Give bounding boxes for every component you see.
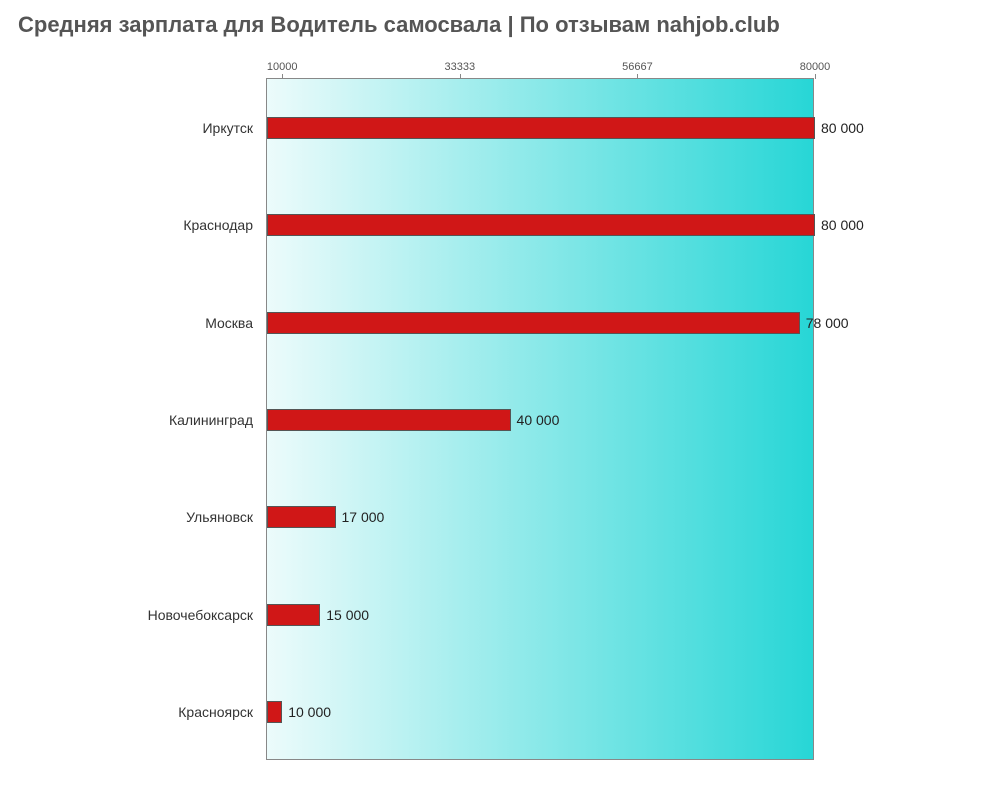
value-label: 10 000 [288, 704, 331, 720]
bar [267, 117, 815, 139]
chart-container: 10000 33333 56667 80000 Иркутск 80 000 Краснод… [0, 50, 1000, 770]
category-label: Иркутск [202, 120, 253, 136]
x-tick-mark [637, 74, 638, 79]
category-label: Краснодар [183, 217, 253, 233]
category-label: Новочебоксарск [148, 607, 253, 623]
x-tick-label: 56667 [622, 61, 653, 73]
bar [267, 604, 320, 626]
chart-title: Средняя зарплата для Водитель самосвала … [0, 0, 1000, 38]
x-tick-mark [460, 74, 461, 79]
bar [267, 312, 800, 334]
value-label: 40 000 [517, 412, 560, 428]
bar [267, 701, 282, 723]
bar [267, 214, 815, 236]
value-label: 80 000 [821, 217, 864, 233]
x-tick-label: 10000 [267, 61, 298, 73]
category-label: Москва [205, 315, 253, 331]
x-tick-mark [815, 74, 816, 79]
plot-area: 10000333335666780000Иркутск80 000Краснод… [266, 78, 814, 760]
category-label: Ульяновск [186, 509, 253, 525]
x-tick-mark [282, 74, 283, 79]
bar [267, 506, 336, 528]
x-tick-label: 33333 [445, 61, 476, 73]
value-label: 15 000 [326, 607, 369, 623]
value-label: 17 000 [342, 509, 385, 525]
value-label: 80 000 [821, 120, 864, 136]
bar [267, 409, 511, 431]
category-label: Красноярск [178, 704, 253, 720]
category-label: Калининград [169, 412, 253, 428]
x-tick-label: 80000 [800, 61, 831, 73]
value-label: 78 000 [806, 315, 849, 331]
